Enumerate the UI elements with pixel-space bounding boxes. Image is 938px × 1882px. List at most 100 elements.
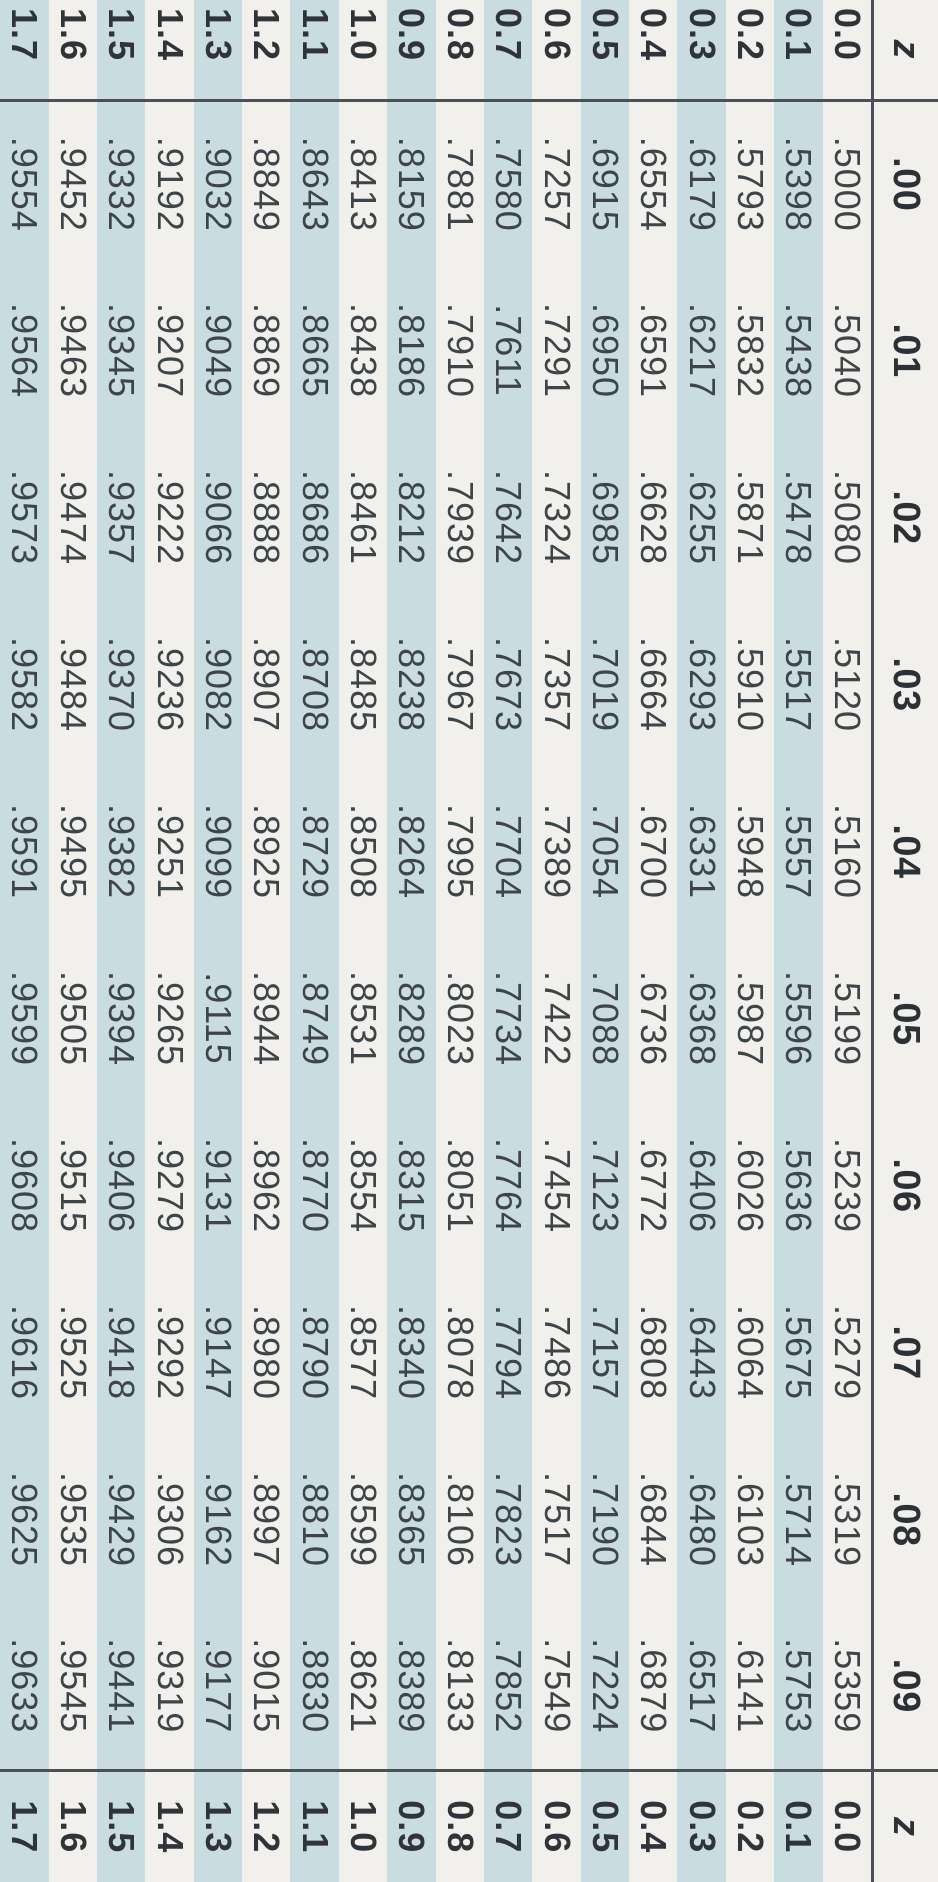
row-z-label-right: 0.2 (725, 1770, 775, 1882)
probability-cell: .9162 (193, 1436, 243, 1603)
probability-cell: .6179 (677, 100, 726, 267)
table-row: 0.7.7580.7611.7642.7673.7704.7734.7764.7… (483, 0, 533, 1882)
table-row: 1.4 .9192 .9207 .9222 .9236 .9251 .9265 .9279 .9… (145, 0, 194, 1882)
probability-cell: .8665 (290, 267, 339, 434)
probability-cell: .9616 (0, 1269, 49, 1436)
probability-cell: .6255 (677, 434, 726, 601)
row-z-label-right: 1.5 (96, 1770, 146, 1882)
probability-cell: .7967 (439, 636, 481, 733)
probability-cell: .8997 (246, 1471, 288, 1568)
probability-cell: .5793 (730, 136, 772, 232)
probability-cell: .5596 (774, 935, 823, 1102)
row-z-label: 1.4 (145, 0, 194, 100)
probability-cell: .5478 (774, 434, 823, 601)
col-header: .08 (872, 1436, 938, 1603)
col-header: .07 (872, 1269, 938, 1436)
table-row: 0.3.6179.6217.6255.6293.6331.6368.6406.6… (677, 0, 726, 1882)
table-row: 1.5.9332.9345.9357.9370.9382.9394.9406.9… (96, 0, 146, 1882)
probability-cell: .6026 (730, 1137, 772, 1234)
probability-cell: .6217 (677, 267, 726, 434)
probability-cell: .5910 (730, 636, 772, 733)
probability-cell: .9582 (0, 601, 49, 768)
row-z-label: 0.9 (387, 0, 436, 100)
probability-cell: .8810 (290, 1436, 339, 1603)
probability-cell: .9495 (52, 803, 94, 900)
table-row: 1.2 .8849 .8869 .8888 .8907 .8925 .8944 .8962 .8… (242, 0, 291, 1882)
probability-cell: .6985 (580, 434, 630, 601)
probability-cell: .5438 (774, 267, 823, 434)
col-header: .09 (872, 1603, 938, 1770)
table-row: 1.6 .9452 .9463 .9474 .9484 .9495 .9505 .9515 .9… (48, 0, 97, 1882)
probability-cell: .6368 (677, 935, 726, 1102)
table-row: 0.0 .5000 .5040 .5080 .5120 .5160 .5199 .5239 .5… (822, 0, 873, 1882)
probability-cell: .9015 (246, 1638, 288, 1734)
probability-cell: .7123 (580, 1102, 630, 1269)
probability-cell: .9573 (0, 434, 49, 601)
probability-cell: .9382 (96, 768, 146, 935)
probability-cell: .6443 (677, 1269, 726, 1436)
probability-cell: .7881 (439, 136, 481, 232)
row-z-label: 0.7 (483, 0, 533, 100)
probability-cell: .5398 (774, 100, 823, 267)
probability-cell: .7389 (536, 803, 578, 900)
probability-cell: .9429 (96, 1436, 146, 1603)
probability-cell: .8485 (343, 636, 385, 733)
row-z-label: 1.2 (242, 0, 291, 100)
probability-cell: .8264 (387, 768, 436, 935)
col-header: .01 (872, 267, 938, 434)
row-z-label-right: 1.3 (193, 1770, 243, 1882)
probability-cell: .8340 (387, 1269, 436, 1436)
probability-cell: .7611 (483, 267, 533, 434)
col-header: .00 (872, 100, 938, 267)
probability-cell: .9265 (149, 970, 191, 1067)
probability-cell: .5987 (730, 970, 772, 1067)
probability-cell: .8106 (439, 1471, 481, 1568)
probability-cell: .5199 (826, 970, 868, 1067)
probability-cell: .5675 (774, 1269, 823, 1436)
probability-cell: .9306 (149, 1471, 191, 1568)
probability-cell: .9082 (193, 601, 243, 768)
probability-cell: .9147 (193, 1269, 243, 1436)
probability-cell: .9279 (149, 1137, 191, 1234)
row-z-label: 0.3 (677, 0, 726, 100)
row-z-label: 1.3 (193, 0, 243, 100)
probability-cell: .8888 (246, 469, 288, 566)
probability-cell: .8078 (439, 1304, 481, 1401)
probability-cell: .5359 (826, 1638, 868, 1734)
row-z-label: 0.4 (629, 0, 678, 100)
probability-cell: .9370 (96, 601, 146, 768)
probability-cell: .7549 (536, 1638, 578, 1734)
probability-cell: .5040 (826, 302, 868, 399)
probability-cell: .6141 (730, 1638, 772, 1734)
probability-cell: .9608 (0, 1102, 49, 1269)
probability-cell: .9406 (96, 1102, 146, 1269)
probability-cell: .9131 (193, 1102, 243, 1269)
table-row: 0.8 .7881 .7910 .7939 .7967 .7995 .8023 .8051 .8… (435, 0, 484, 1882)
probability-cell: .9099 (193, 768, 243, 935)
probability-cell: .9418 (96, 1269, 146, 1436)
probability-cell: .8023 (439, 970, 481, 1067)
probability-cell: .8962 (246, 1137, 288, 1234)
row-z-label: 0.0 (822, 0, 873, 100)
probability-cell: .8508 (343, 803, 385, 900)
probability-cell: .6064 (730, 1304, 772, 1401)
probability-cell: .9625 (0, 1436, 49, 1603)
probability-cell: .6700 (633, 803, 675, 900)
table-row: 1.0 .8413 .8438 .8461 .8485 .8508 .8531 .8554 .8… (338, 0, 388, 1882)
probability-cell: .8531 (343, 970, 385, 1067)
probability-cell: .5832 (730, 302, 772, 399)
z-header-right: z (872, 1770, 938, 1882)
probability-cell: .8599 (343, 1471, 385, 1568)
row-z-label-right: 1.0 (338, 1770, 388, 1882)
probability-cell: .9049 (193, 267, 243, 434)
probability-cell: .6517 (677, 1603, 726, 1770)
probability-cell: .7642 (483, 434, 533, 601)
probability-cell: .8577 (343, 1304, 385, 1401)
row-z-label-right: 0.8 (435, 1770, 484, 1882)
probability-cell: .9564 (0, 267, 49, 434)
probability-cell: .5871 (730, 469, 772, 566)
probability-cell: .9452 (52, 136, 94, 232)
probability-cell: .8389 (387, 1603, 436, 1770)
table-row: 0.6 .7257 .7291 .7324 .7357 .7389 .7422 .7454 .7… (532, 0, 581, 1882)
